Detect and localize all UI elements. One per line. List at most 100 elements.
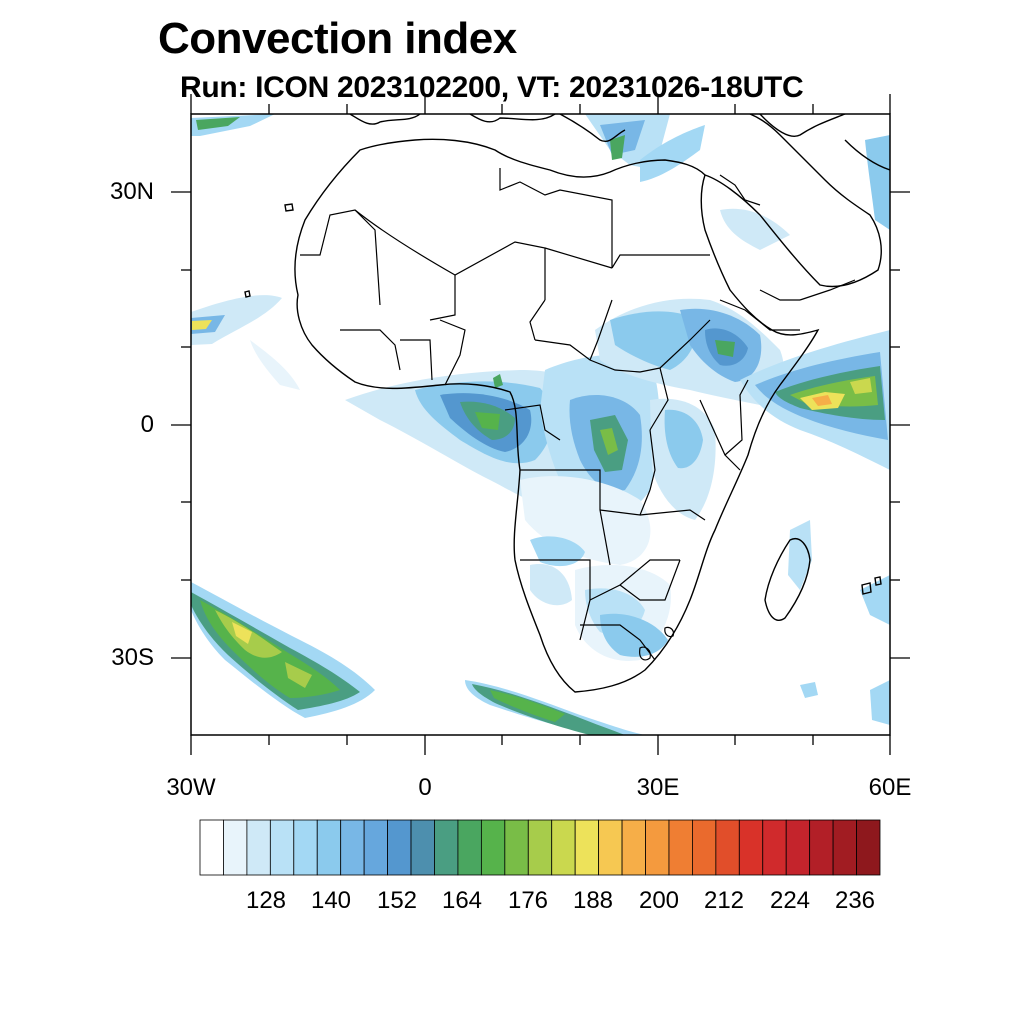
- convection-area: [800, 682, 818, 698]
- colorbar-swatch: [762, 819, 787, 876]
- colorbar-swatch: [457, 819, 482, 876]
- border: [544, 247, 613, 269]
- convection-area: [493, 374, 503, 388]
- lat-label-30n: 30N: [109, 178, 154, 205]
- border: [619, 559, 681, 601]
- convection-area: [530, 536, 585, 567]
- axis-ticks: [171, 94, 910, 755]
- border: [300, 209, 381, 306]
- convection-area: [465, 680, 645, 735]
- madagascar-coast: [764, 538, 811, 621]
- colorbar-label: 152: [376, 887, 418, 914]
- border: [529, 299, 546, 341]
- border: [499, 168, 613, 268]
- border: [429, 275, 456, 321]
- convection-area: [475, 412, 500, 430]
- colorbar-swatch: [199, 819, 224, 876]
- convection-area: [860, 575, 890, 625]
- colorbar-swatch: [223, 819, 248, 876]
- lon-label-0: 0: [418, 774, 432, 801]
- convection-area: [232, 622, 252, 644]
- lon-label-30e: 30E: [636, 774, 680, 801]
- colorbar-swatch: [269, 819, 295, 876]
- colorbar-swatch: [527, 819, 553, 876]
- convection-area: [640, 125, 705, 182]
- convection-area: [600, 428, 618, 455]
- coastlines: [244, 114, 890, 693]
- border: [580, 624, 656, 661]
- convection-area: [192, 320, 212, 330]
- convection-area: [850, 378, 872, 394]
- arabia-coast: [704, 114, 882, 288]
- border: [639, 646, 651, 661]
- colorbar-swatch: [340, 819, 365, 876]
- convection-area: [720, 208, 790, 250]
- coastline: [349, 114, 421, 125]
- colorbar-swatch: [738, 819, 764, 876]
- border: [534, 339, 661, 373]
- convection-area: [870, 680, 890, 725]
- lon-label-60e: 60E: [868, 774, 912, 801]
- colorbar: [199, 819, 881, 876]
- border: [354, 209, 546, 300]
- border: [589, 559, 680, 601]
- border: [611, 254, 710, 269]
- colorbar-label: 188: [572, 887, 614, 914]
- colorbar-swatch: [246, 819, 271, 876]
- colorbar-label: 224: [769, 887, 811, 914]
- colorbar-swatch: [621, 819, 646, 876]
- colorbar-swatch: [809, 819, 834, 876]
- colorbar-label: 236: [834, 887, 876, 914]
- convection-area: [610, 135, 625, 160]
- map-subtitle: Run: ICON 2023102200, VT: 20231026-18UTC: [180, 71, 804, 104]
- colorbar-swatch: [574, 819, 600, 876]
- convection-area: [788, 520, 812, 590]
- colorbar-swatch: [504, 819, 529, 876]
- colorbar-label: 212: [703, 887, 745, 914]
- colorbar-label: 164: [441, 887, 483, 914]
- colorbar-label: 176: [507, 887, 549, 914]
- convection-area: [250, 340, 300, 390]
- border: [340, 329, 401, 371]
- colorbar-swatch: [856, 819, 881, 876]
- colorbar-swatch: [598, 819, 623, 876]
- colorbar-swatch: [434, 819, 459, 876]
- border: [400, 339, 433, 381]
- convection-area: [530, 564, 572, 606]
- colorbar-swatch: [551, 819, 576, 876]
- convection-area: [285, 662, 312, 688]
- coastline: [844, 139, 890, 171]
- border: [719, 299, 800, 331]
- colorbar-swatch: [316, 819, 342, 876]
- map-title: Convection index: [158, 14, 517, 63]
- colorbar-swatch: [668, 819, 693, 876]
- border: [759, 289, 800, 301]
- border: [719, 174, 761, 206]
- colorbar-swatch: [410, 819, 435, 876]
- border: [649, 367, 669, 431]
- convection-area: [715, 340, 735, 357]
- island: [874, 576, 882, 586]
- africa-coast: [294, 138, 820, 693]
- colorbar-swatch: [387, 819, 412, 876]
- border: [659, 319, 711, 369]
- convection-area: [610, 311, 697, 370]
- coastline: [469, 114, 556, 123]
- convection-area: [490, 690, 565, 722]
- border: [639, 509, 706, 521]
- island: [244, 290, 251, 298]
- border: [699, 399, 741, 471]
- border: [504, 404, 561, 441]
- border: [520, 559, 591, 641]
- colorbar-swatch: [785, 819, 811, 876]
- colorbar-swatch: [293, 819, 318, 876]
- colorbar-swatch: [363, 819, 388, 876]
- colorbar-swatch: [832, 819, 857, 876]
- coastline: [759, 114, 846, 137]
- border: [799, 279, 856, 301]
- lon-label-30w: 30W: [166, 774, 216, 801]
- colorbar-swatch: [692, 819, 717, 876]
- lat-label-0: 0: [140, 411, 154, 438]
- border: [589, 299, 613, 361]
